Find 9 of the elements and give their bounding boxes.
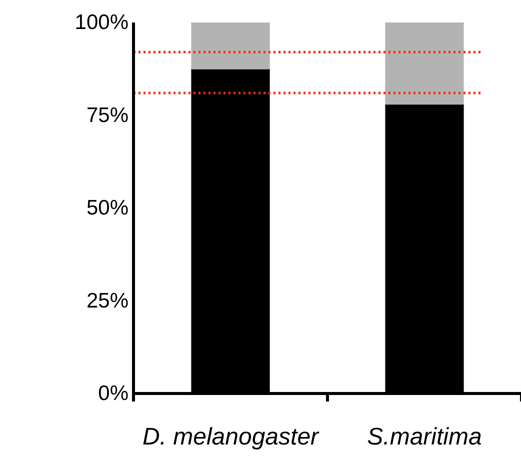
x-tick-label: D. melanogaster <box>142 424 320 450</box>
bar <box>191 22 270 70</box>
y-tick-label: 0% <box>98 382 129 405</box>
bar <box>385 22 464 105</box>
y-tick-label: 50% <box>86 196 128 220</box>
y-tick-label: 25% <box>86 289 128 312</box>
y-tick-label: 75% <box>86 104 128 127</box>
x-tick-label: S.maritima <box>367 424 482 450</box>
y-tick-label: 100% <box>74 11 129 34</box>
